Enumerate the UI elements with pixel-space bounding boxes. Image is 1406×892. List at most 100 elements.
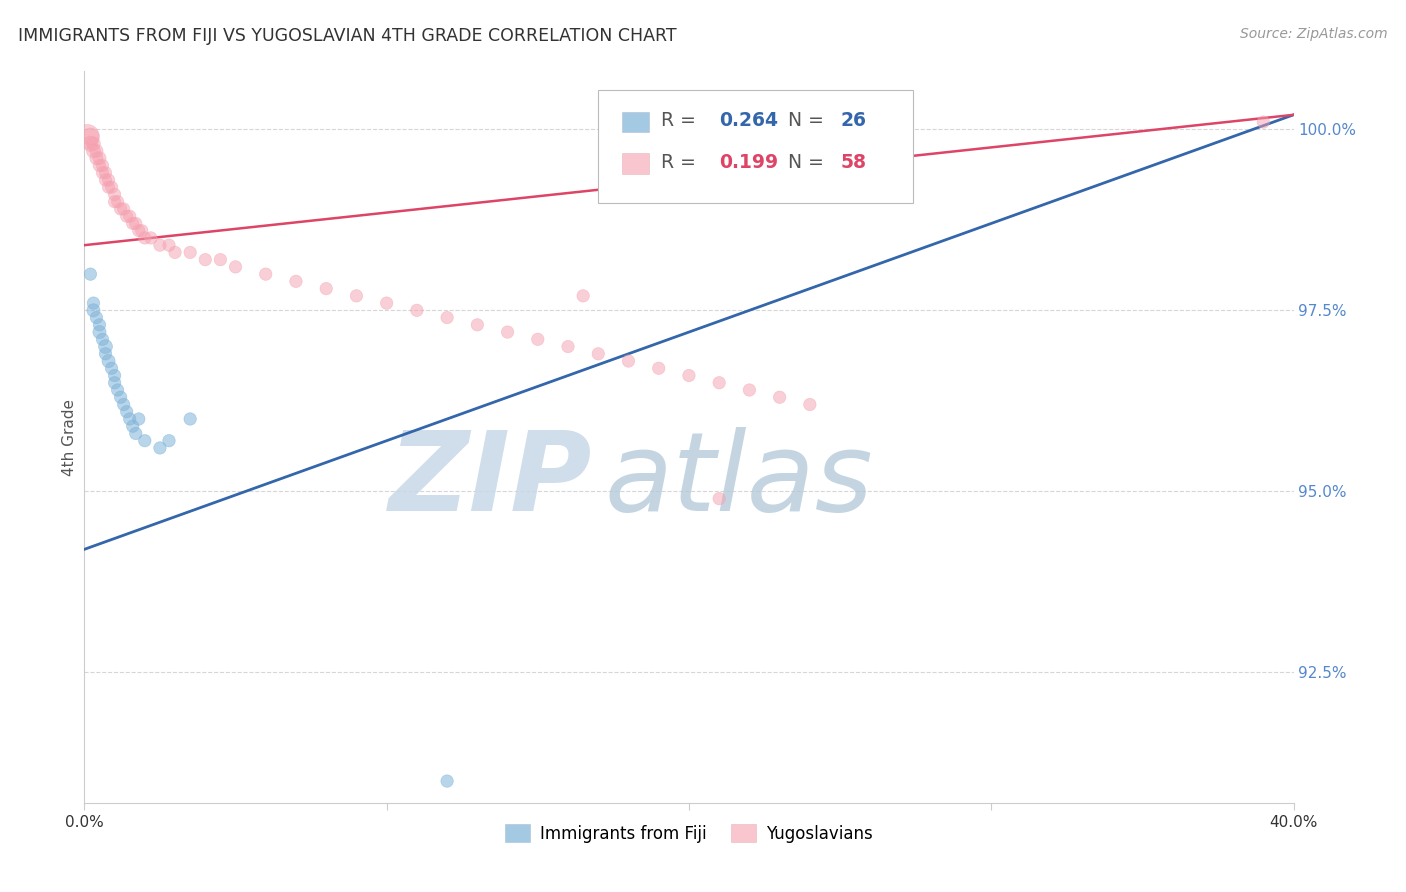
Point <box>118 412 141 426</box>
Text: N =: N = <box>789 153 830 172</box>
Text: N =: N = <box>789 111 830 130</box>
Point <box>157 434 180 448</box>
Text: R =: R = <box>661 153 702 172</box>
Point <box>139 231 162 245</box>
Point <box>467 318 489 332</box>
Point <box>769 390 792 404</box>
Point <box>225 260 247 274</box>
Point <box>118 209 141 223</box>
Point <box>89 151 111 165</box>
Point <box>91 159 114 173</box>
Point <box>94 340 117 354</box>
Point <box>375 296 398 310</box>
Point <box>709 491 731 506</box>
Text: 26: 26 <box>841 111 866 130</box>
Y-axis label: 4th Grade: 4th Grade <box>62 399 77 475</box>
Point <box>110 202 132 216</box>
Point <box>104 194 127 209</box>
Point <box>285 274 308 288</box>
Point <box>799 397 821 411</box>
Point <box>157 238 180 252</box>
Point <box>588 347 610 361</box>
Point <box>79 267 101 281</box>
Point <box>89 318 111 332</box>
Text: R =: R = <box>661 111 702 130</box>
Point <box>738 383 761 397</box>
Point <box>436 310 458 325</box>
Point <box>91 332 114 346</box>
Point <box>82 144 104 158</box>
Point <box>104 187 127 202</box>
Point <box>678 368 700 383</box>
Point <box>648 361 671 376</box>
Point <box>346 289 368 303</box>
Point <box>104 376 127 390</box>
Point <box>100 180 122 194</box>
Bar <box>623 112 650 132</box>
Point <box>94 173 117 187</box>
Point <box>1253 115 1275 129</box>
Point <box>125 216 148 230</box>
Point <box>115 405 138 419</box>
Point <box>209 252 232 267</box>
Point <box>131 224 153 238</box>
Legend: Immigrants from Fiji, Yugoslavians: Immigrants from Fiji, Yugoslavians <box>498 818 880 849</box>
Point <box>89 325 111 339</box>
Point <box>76 129 98 144</box>
Point <box>194 252 217 267</box>
Text: ZIP: ZIP <box>388 427 592 534</box>
Text: 0.264: 0.264 <box>720 111 778 130</box>
Point <box>179 245 201 260</box>
Point <box>97 354 120 368</box>
Text: IMMIGRANTS FROM FIJI VS YUGOSLAVIAN 4TH GRADE CORRELATION CHART: IMMIGRANTS FROM FIJI VS YUGOSLAVIAN 4TH … <box>18 27 676 45</box>
Point <box>112 397 135 411</box>
Point <box>91 166 114 180</box>
Text: atlas: atlas <box>605 427 873 534</box>
Point <box>134 231 156 245</box>
Point <box>436 774 458 789</box>
Point <box>709 376 731 390</box>
Point <box>165 245 187 260</box>
Point <box>254 267 277 281</box>
Point <box>112 202 135 216</box>
Point <box>128 412 150 426</box>
Point <box>617 354 640 368</box>
Text: 58: 58 <box>841 153 866 172</box>
Point <box>94 347 117 361</box>
Point <box>79 129 101 144</box>
Point <box>79 136 101 151</box>
Point <box>125 426 148 441</box>
Point <box>527 332 550 346</box>
Point <box>496 325 519 339</box>
Point <box>121 419 143 434</box>
Point <box>94 166 117 180</box>
Point <box>179 412 201 426</box>
Point <box>86 310 108 325</box>
Point <box>82 296 104 310</box>
FancyBboxPatch shape <box>599 90 912 203</box>
Point <box>89 159 111 173</box>
Bar <box>623 153 650 174</box>
Point <box>572 289 595 303</box>
Point <box>104 368 127 383</box>
Point <box>128 224 150 238</box>
Point <box>86 144 108 158</box>
Point <box>149 441 172 455</box>
Point <box>406 303 429 318</box>
Point <box>97 173 120 187</box>
Point <box>134 434 156 448</box>
Point <box>82 303 104 318</box>
Point <box>100 361 122 376</box>
Point <box>121 216 143 230</box>
Point <box>149 238 172 252</box>
Point <box>86 151 108 165</box>
Point <box>557 340 579 354</box>
Point <box>115 209 138 223</box>
Point <box>315 282 337 296</box>
Point <box>82 136 104 151</box>
Text: Source: ZipAtlas.com: Source: ZipAtlas.com <box>1240 27 1388 41</box>
Point <box>110 390 132 404</box>
Text: 0.199: 0.199 <box>720 153 779 172</box>
Point <box>107 383 129 397</box>
Point <box>107 194 129 209</box>
